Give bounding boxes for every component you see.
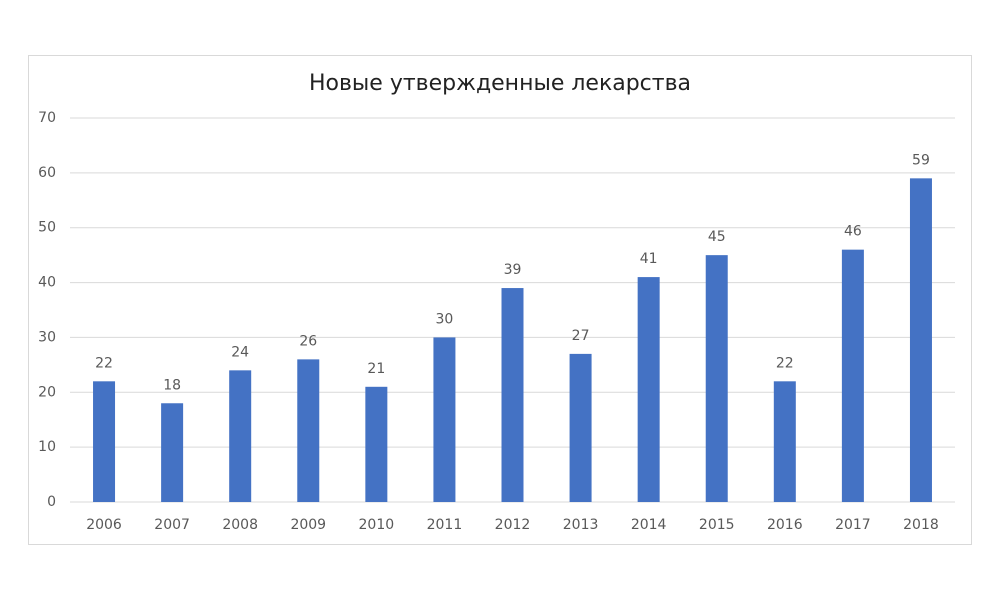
x-tick-label: 2015 — [699, 517, 735, 533]
data-label: 30 — [436, 311, 454, 327]
bar — [773, 381, 796, 502]
x-tick-label: 2012 — [495, 517, 531, 533]
y-tick-label: 40 — [38, 275, 56, 291]
x-tick-label: 2010 — [359, 517, 395, 533]
bar — [297, 359, 320, 502]
y-tick-label: 30 — [38, 329, 56, 345]
y-tick-label: 0 — [47, 494, 56, 510]
data-label: 45 — [708, 229, 726, 245]
y-tick-label: 10 — [38, 439, 56, 455]
data-label: 26 — [299, 333, 317, 349]
bar — [637, 277, 660, 502]
x-tick-label: 2007 — [154, 517, 190, 533]
data-label: 22 — [776, 355, 794, 371]
data-label: 27 — [572, 328, 590, 344]
x-tick-label: 2017 — [835, 517, 871, 533]
bar — [569, 353, 592, 502]
x-tick-label: 2013 — [563, 517, 599, 533]
data-label: 21 — [367, 361, 385, 377]
bar — [365, 386, 388, 502]
bar — [161, 403, 184, 502]
data-label: 39 — [504, 262, 522, 278]
bar — [93, 381, 116, 502]
x-tick-label: 2008 — [222, 517, 258, 533]
x-tick-label: 2016 — [767, 517, 803, 533]
data-label: 18 — [163, 377, 181, 393]
bar — [229, 370, 252, 502]
chart-frame — [28, 55, 972, 545]
bar — [909, 178, 932, 503]
bar — [501, 288, 524, 502]
bar — [433, 337, 456, 502]
data-label: 41 — [640, 251, 658, 267]
data-label: 22 — [95, 355, 113, 371]
data-label: 46 — [844, 224, 862, 240]
x-tick-label: 2018 — [903, 517, 939, 533]
y-tick-label: 50 — [38, 220, 56, 236]
y-tick-label: 20 — [38, 384, 56, 400]
y-tick-label: 70 — [38, 110, 56, 126]
y-tick-label: 60 — [38, 165, 56, 181]
x-tick-label: 2014 — [631, 517, 667, 533]
bar — [841, 249, 864, 502]
data-label: 24 — [231, 344, 249, 360]
x-tick-label: 2009 — [290, 517, 326, 533]
chart-title: Новые утвержденные лекарства — [309, 71, 691, 96]
bar — [705, 255, 728, 502]
data-label: 59 — [912, 152, 930, 168]
x-tick-label: 2011 — [427, 517, 463, 533]
x-tick-label: 2006 — [86, 517, 122, 533]
